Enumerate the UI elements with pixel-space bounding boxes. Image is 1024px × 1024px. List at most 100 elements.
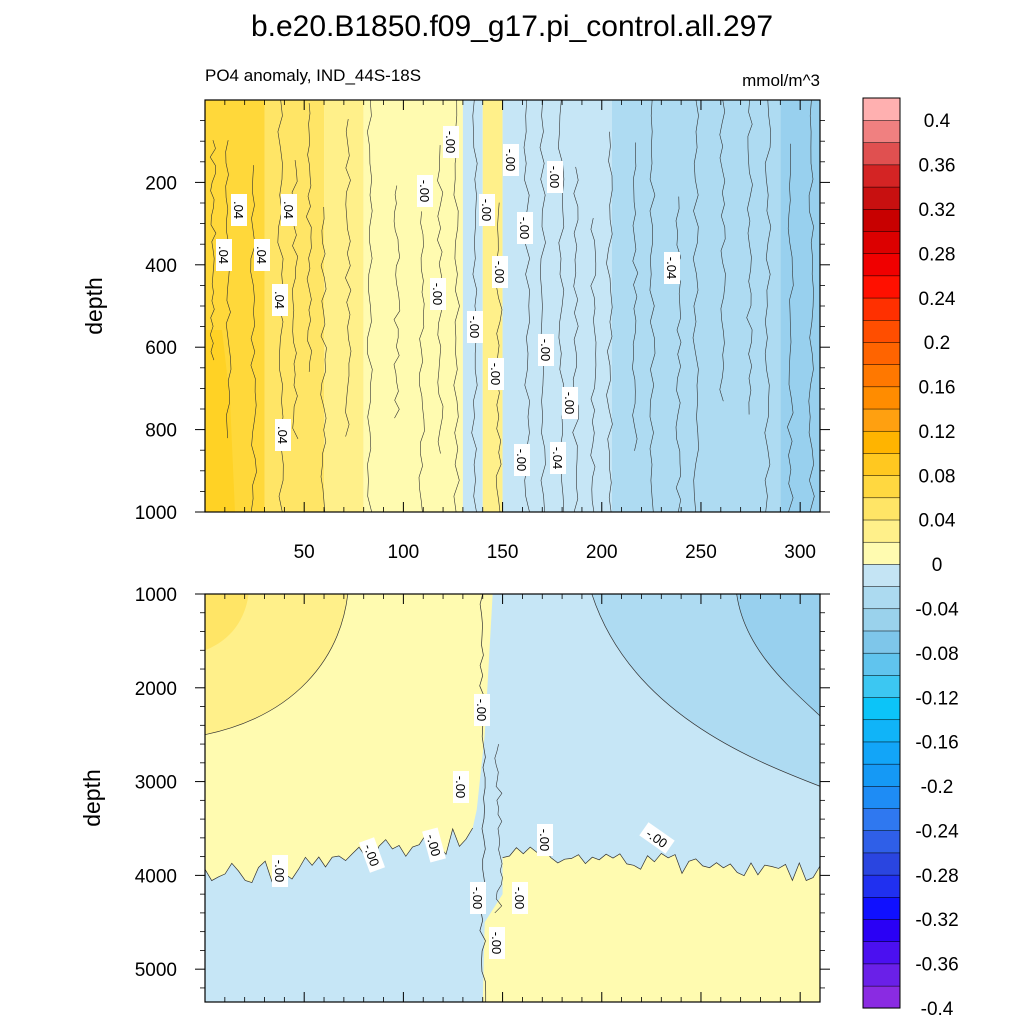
- upper-band-mid-blue: [611, 100, 781, 512]
- colorbar-swatch: [862, 186, 901, 210]
- svg-text:-.00: -.00: [479, 199, 494, 221]
- svg-text:-.00: -.00: [361, 842, 383, 868]
- colorbar-swatch: [862, 608, 901, 632]
- upper-contour-label: -.00: [492, 256, 508, 288]
- colorbar-tick-label: 0.16: [919, 378, 956, 399]
- colorbar-tick-label: -0.16: [915, 733, 958, 754]
- colorbar-swatch: [862, 164, 901, 188]
- colorbar-swatch: [862, 297, 901, 321]
- colorbar-swatch: [862, 341, 901, 365]
- colorbar-swatch: [862, 364, 901, 388]
- upper-contour-line: [590, 218, 597, 512]
- upper-contour-line: [367, 100, 373, 512]
- upper-y-tick-label: 200: [145, 173, 177, 194]
- colorbar-tick-label: 0.4: [924, 111, 951, 132]
- upper-y-axis-label: depth: [81, 277, 107, 335]
- lower-contour-label: -.00: [272, 855, 288, 887]
- svg-text:-.04: -.04: [550, 447, 565, 469]
- colorbar-swatch: [862, 941, 901, 965]
- lower-band-yellow-corner: [205, 594, 249, 651]
- upper-contour-line: [225, 140, 232, 439]
- upper-contour-label: -.00: [517, 212, 533, 244]
- colorbar-swatch: [862, 452, 901, 476]
- lower-panel-fill: [205, 594, 820, 1002]
- colorbar-swatch: [862, 97, 901, 121]
- upper-contour-line: [808, 100, 815, 512]
- colorbar-swatch: [862, 208, 901, 232]
- upper-contour-label: -.00: [467, 311, 483, 343]
- colorbar-swatch: [862, 230, 901, 254]
- colorbar-swatch: [862, 275, 901, 299]
- colorbar-tick-label: 0: [932, 555, 943, 576]
- units-label: mmol/m^3: [742, 71, 820, 90]
- upper-contour-label: .04: [216, 239, 232, 271]
- upper-contour-line: [453, 100, 460, 512]
- svg-text:-.00: -.00: [538, 339, 553, 361]
- upper-contour-line: [345, 119, 352, 437]
- colorbar-swatch: [862, 497, 901, 521]
- svg-text:-.00: -.00: [474, 699, 489, 721]
- colorbar-frame: [862, 97, 901, 1009]
- upper-contour-line: [393, 185, 401, 419]
- upper-y-tick-label: 1000: [135, 503, 177, 524]
- upper-y-tick-label: 800: [145, 421, 177, 442]
- colorbar-tick-label: 0.24: [919, 289, 956, 310]
- lower-contour-line: [502, 846, 820, 882]
- upper-panel-axes: 50 100 150 200 250 300 200 400 600 800 1000: [135, 100, 830, 563]
- upper-panel: .04 .04 .04 .04 .04 .04 -.00 -.00 -.00 -.00 -.00 -.…: [81, 99, 830, 563]
- upper-contour-line: [320, 207, 327, 512]
- upper-contour-label: -.00: [538, 334, 554, 366]
- upper-contour-label: -.00: [547, 161, 563, 193]
- lower-contour-line: [736, 594, 820, 717]
- svg-text:-.00: -.00: [537, 829, 552, 851]
- upper-contour-label: -.00: [503, 144, 519, 176]
- upper-contour-line: [719, 100, 726, 402]
- upper-contour-line: [649, 100, 656, 512]
- lower-contour-label: -.00: [489, 927, 505, 959]
- colorbar-tick-label: -0.36: [915, 955, 958, 976]
- lower-band-deep-blue: [736, 594, 820, 716]
- lower-panel-axes: 1000 2000 3000 4000 5000: [135, 585, 830, 1002]
- upper-contour-line: [632, 142, 639, 451]
- svg-text:-.00: -.00: [470, 887, 485, 909]
- upper-band-pale-yellow: [363, 100, 463, 512]
- upper-contour-label: -.00: [479, 194, 495, 226]
- lower-contour-label: -.00: [474, 694, 490, 726]
- upper-contour-line: [250, 165, 257, 512]
- colorbar-swatch: [862, 652, 901, 676]
- upper-panel-contours: [209, 100, 815, 512]
- svg-text:-.00: -.00: [503, 149, 518, 171]
- svg-text:-.00: -.00: [492, 261, 507, 283]
- upper-contour-line: [418, 211, 425, 512]
- colorbar-swatch: [862, 918, 901, 942]
- svg-text:.04: .04: [275, 426, 290, 444]
- colorbar-tick-label: 0.12: [919, 422, 956, 443]
- colorbar-swatch: [862, 830, 901, 854]
- colorbar-swatch: [862, 674, 901, 698]
- upper-contour-label: .04: [231, 194, 247, 226]
- upper-contour-label: -.00: [514, 444, 530, 476]
- colorbar-swatch: [862, 741, 901, 765]
- colorbar-swatch: [862, 985, 901, 1009]
- colorbar-tick-label: 0.28: [919, 244, 956, 265]
- colorbar-swatch: [862, 874, 901, 898]
- svg-text:-.00: -.00: [512, 887, 527, 909]
- colorbar-swatch: [862, 963, 901, 987]
- colorbar-tick-label: -0.32: [915, 910, 958, 931]
- upper-contour-line: [523, 100, 530, 512]
- lower-panel-frame: [204, 593, 821, 1003]
- upper-contour-label: -.00: [430, 278, 446, 310]
- upper-contour-label: -.00: [562, 387, 578, 419]
- colorbar-tick-label: 0.04: [919, 511, 956, 532]
- upper-contour-line: [305, 103, 313, 372]
- lower-panel-contour-labels: -.00-.00-.00-.00 -.00 -.00 -.00-.00 -.00-.00: [272, 694, 675, 959]
- upper-y-tick-label: 600: [145, 338, 177, 359]
- upper-contour-label: -.00: [417, 175, 433, 207]
- lower-contour-label: -.00: [470, 882, 486, 914]
- upper-contour-line: [675, 196, 682, 512]
- colorbar-tick-label: -0.4: [921, 999, 954, 1020]
- colorbar-swatch: [862, 630, 901, 654]
- colorbar-swatch: [862, 119, 901, 143]
- upper-contour-line: [539, 100, 546, 512]
- upper-y-tick-label: 400: [145, 256, 177, 277]
